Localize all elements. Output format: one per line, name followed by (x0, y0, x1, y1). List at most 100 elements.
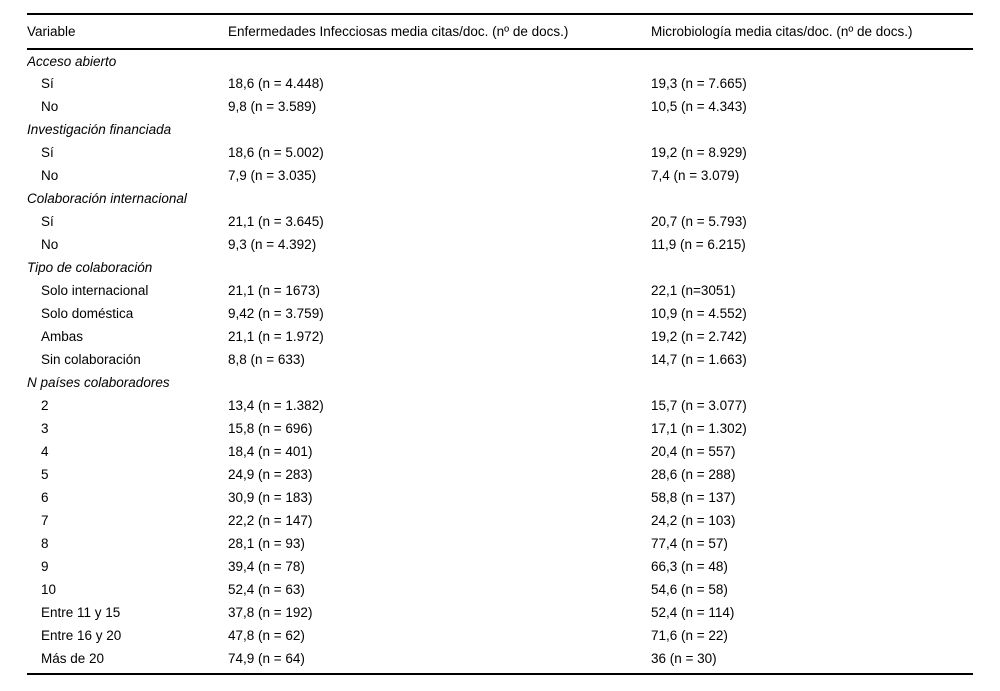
enfermedades-value: 7,9 (n = 3.035) (228, 168, 317, 183)
row-label: 7 (41, 513, 49, 528)
enfermedades-value: 74,9 (n = 64) (228, 651, 305, 666)
microbiologia-value: 17,1 (n = 1.302) (651, 421, 747, 436)
table-row: 4 18,4 (n = 401) 20,4 (n = 557) (27, 440, 973, 463)
citation-table-container: Variable Enfermedades Infecciosas media … (27, 13, 973, 675)
row-label: Entre 11 y 15 (41, 605, 121, 620)
table-header: Variable Enfermedades Infecciosas media … (27, 14, 973, 49)
section-label: Tipo de colaboración (27, 260, 153, 275)
row-label: Solo doméstica (41, 306, 134, 321)
table-row: Solo internacional 21,1 (n = 1673) 22,1 (n… (27, 279, 973, 302)
table-row: Ambas 21,1 (n = 1.972) 19,2 (n = 2.742) (27, 325, 973, 348)
enfermedades-value: 8,8 (n = 633) (228, 352, 305, 367)
section-row: Investigación financiada (27, 118, 973, 141)
row-label: 4 (41, 444, 49, 459)
section-label: Acceso abierto (27, 53, 117, 69)
microbiologia-value: 10,5 (n = 4.343) (651, 99, 747, 114)
microbiologia-value: 20,4 (n = 557) (651, 444, 736, 459)
table-row: 7 22,2 (n = 147) 24,2 (n = 103) (27, 509, 973, 532)
microbiologia-value: 24,2 (n = 103) (651, 513, 736, 528)
section-row: Tipo de colaboración (27, 256, 973, 279)
enfermedades-value: 37,8 (n = 192) (228, 605, 313, 620)
section-label: N países colaboradores (27, 375, 170, 390)
microbiologia-value: 54,6 (n = 58) (651, 582, 728, 597)
table-row: 10 52,4 (n = 63) 54,6 (n = 58) (27, 578, 973, 601)
enfermedades-value: 9,3 (n = 4.392) (228, 237, 317, 252)
row-label: 5 (41, 467, 49, 482)
row-label: Sin colaboración (41, 352, 141, 367)
microbiologia-value: 11,9 (n = 6.215) (651, 237, 746, 252)
row-label: 8 (41, 536, 49, 551)
column-header-variable: Variable (27, 24, 76, 39)
enfermedades-value: 13,4 (n = 1.382) (228, 398, 324, 413)
table-row: Más de 20 74,9 (n = 64) 36 (n = 30) (27, 647, 973, 670)
table-row: 6 30,9 (n = 183) 58,8 (n = 137) (27, 486, 973, 509)
microbiologia-value: 14,7 (n = 1.663) (651, 352, 747, 367)
row-label: 2 (41, 398, 49, 413)
enfermedades-value: 52,4 (n = 63) (228, 582, 305, 597)
row-label: Sí (41, 76, 54, 91)
enfermedades-value: 9,8 (n = 3.589) (228, 99, 317, 114)
table-row: Solo doméstica 9,42 (n = 3.759) 10,9 (n = … (27, 302, 973, 325)
enfermedades-value: 39,4 (n = 78) (228, 559, 305, 574)
row-label: No (41, 237, 59, 252)
microbiologia-value: 20,7 (n = 5.793) (651, 214, 747, 229)
row-label: Solo internacional (41, 283, 149, 298)
table-row: Sin colaboración 8,8 (n = 633) 14,7 (n = 1… (27, 348, 973, 371)
section-row: N países colaboradores (27, 371, 973, 394)
microbiologia-value: 71,6 (n = 22) (651, 628, 728, 643)
enfermedades-value: 28,1 (n = 93) (228, 536, 305, 551)
enfermedades-value: 24,9 (n = 283) (228, 467, 313, 482)
row-label: Más de 20 (41, 651, 105, 666)
enfermedades-value: 18,6 (n = 4.448) (228, 76, 324, 91)
microbiologia-value: 36 (n = 30) (651, 651, 717, 666)
citation-statistics-table: Variable Enfermedades Infecciosas media … (27, 13, 973, 675)
microbiologia-value: 28,6 (n = 288) (651, 467, 736, 482)
enfermedades-value: 21,1 (n = 3.645) (228, 214, 324, 229)
header-row: Variable Enfermedades Infecciosas media … (27, 14, 973, 49)
microbiologia-value: 22,1 (n=3051) (651, 283, 736, 298)
table-row: 5 24,9 (n = 283) 28,6 (n = 288) (27, 463, 973, 486)
table-row: Entre 16 y 20 47,8 (n = 62) 71,6 (n = 22) (27, 624, 973, 647)
table-row: 2 13,4 (n = 1.382) 15,7 (n = 3.077) (27, 394, 973, 417)
section-row: Colaboración internacional (27, 187, 973, 210)
microbiologia-value: 19,2 (n = 2.742) (651, 329, 747, 344)
section-row: Acceso abierto (27, 49, 973, 72)
enfermedades-value: 9,42 (n = 3.759) (228, 306, 324, 321)
table-row: 8 28,1 (n = 93) 77,4 (n = 57) (27, 532, 973, 555)
enfermedades-value: 30,9 (n = 183) (228, 490, 313, 505)
table-row: No 9,8 (n = 3.589) 10,5 (n = 4.343) (27, 95, 973, 118)
column-header-microbiologia: Microbiología media citas/doc. (nº de do… (651, 24, 913, 39)
table-row: Sí 18,6 (n = 4.448) 19,3 (n = 7.665) (27, 72, 973, 95)
row-label: No (41, 168, 59, 183)
row-label: 3 (41, 421, 49, 436)
enfermedades-value: 21,1 (n = 1673) (228, 283, 320, 298)
microbiologia-value: 19,2 (n = 8.929) (651, 145, 747, 160)
microbiologia-value: 7,4 (n = 3.079) (651, 168, 740, 183)
microbiologia-value: 58,8 (n = 137) (651, 490, 736, 505)
microbiologia-value: 19,3 (n = 7.665) (651, 76, 747, 91)
table-row: Entre 11 y 15 37,8 (n = 192) 52,4 (n = 114… (27, 601, 973, 624)
microbiologia-value: 66,3 (n = 48) (651, 559, 728, 574)
row-label: Sí (41, 145, 54, 160)
row-label: Sí (41, 214, 54, 229)
column-header-enfermedades: Enfermedades Infecciosas media citas/doc… (228, 24, 569, 39)
table-row: 9 39,4 (n = 78) 66,3 (n = 48) (27, 555, 973, 578)
row-label: 10 (41, 582, 57, 597)
enfermedades-value: 22,2 (n = 147) (228, 513, 313, 528)
table-row: No 7,9 (n = 3.035) 7,4 (n = 3.079) (27, 164, 973, 187)
microbiologia-value: 15,7 (n = 3.077) (651, 398, 747, 413)
row-label: 6 (41, 490, 49, 505)
table-row: No 9,3 (n = 4.392) 11,9 (n = 6.215) (27, 233, 973, 256)
row-label: Entre 16 y 20 (41, 628, 122, 643)
table-row: Sí 18,6 (n = 5.002) 19,2 (n = 8.929) (27, 141, 973, 164)
table-body: Acceso abierto Sí 18,6 (n = 4.448) 19,3 (n … (27, 49, 973, 674)
section-label: Colaboración internacional (27, 191, 187, 206)
section-label: Investigación financiada (27, 122, 172, 137)
enfermedades-value: 18,6 (n = 5.002) (228, 145, 324, 160)
enfermedades-value: 21,1 (n = 1.972) (228, 329, 324, 344)
table-row: 3 15,8 (n = 696) 17,1 (n = 1.302) (27, 417, 973, 440)
microbiologia-value: 52,4 (n = 114) (651, 605, 735, 620)
enfermedades-value: 15,8 (n = 696) (228, 421, 313, 436)
row-label: No (41, 99, 59, 114)
row-label: 9 (41, 559, 49, 574)
